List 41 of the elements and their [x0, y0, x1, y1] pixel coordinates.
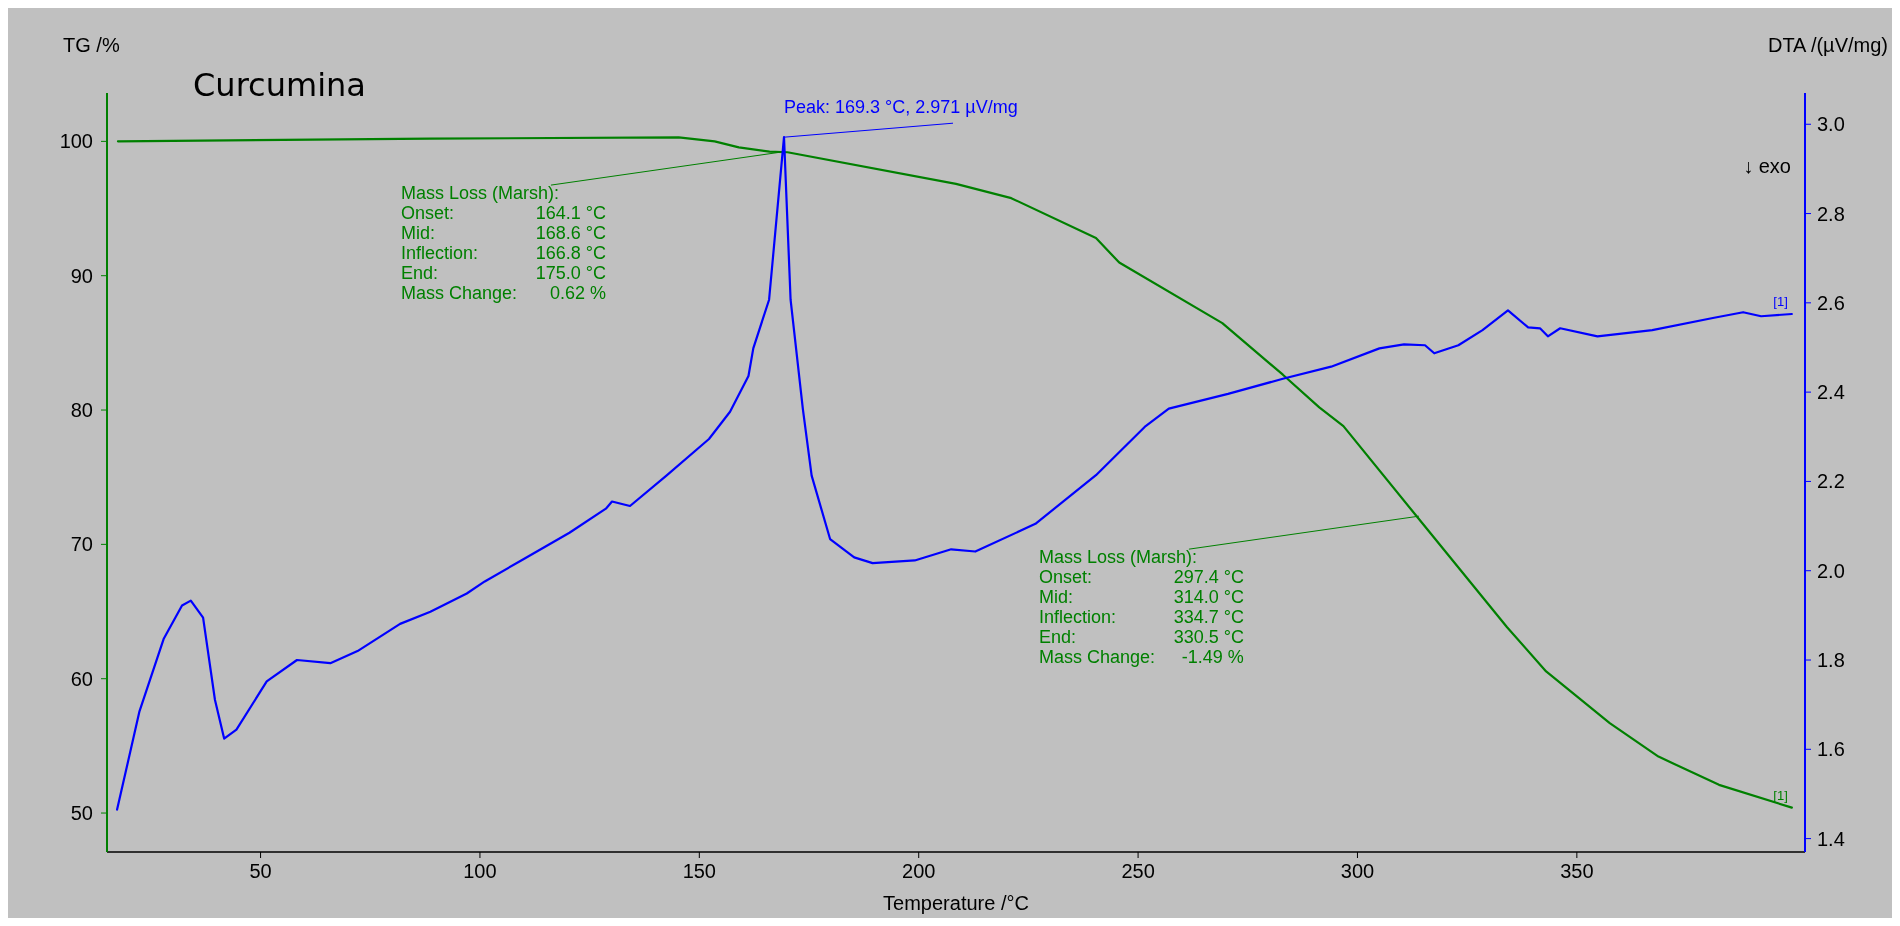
- y2-axis-title: DTA /(µV/mg): [1767, 34, 1888, 56]
- series-label: [1]: [1773, 294, 1788, 309]
- y2-tick-label: 3.0: [1817, 113, 1845, 136]
- y-tick-label: 50: [70, 802, 93, 825]
- annotation: Mass Loss (Marsh):: [400, 183, 559, 204]
- x-tick-label: 150: [682, 860, 717, 882]
- annotation: Peak: 169.3 °C, 2.971 µV/mg: [784, 97, 1018, 118]
- y-tick-label: 80: [70, 399, 93, 422]
- text: End: 330.5 °C: [1038, 627, 1244, 648]
- text: Mass Change: 0.62 %: [400, 283, 606, 304]
- x-tick-label: 200: [902, 860, 936, 882]
- y-tick-label: 70: [70, 533, 93, 556]
- x-tick-label: 50: [249, 860, 272, 882]
- text: Onset: 297.4 °C: [1038, 567, 1244, 588]
- annotation: Mass Loss (Marsh):: [1038, 547, 1197, 568]
- y2-tick-label: 2.2: [1817, 470, 1845, 493]
- y2-tick-label: 2.4: [1817, 381, 1845, 404]
- annotation: ↓ exo: [1743, 155, 1791, 177]
- x-tick-label: 100: [463, 860, 497, 882]
- text: Mid: 314.0 °C: [1038, 587, 1244, 608]
- y-tick-label: 100: [59, 130, 93, 153]
- text: Onset: 164.1 °C: [400, 203, 606, 224]
- y-tick-label: 90: [70, 264, 93, 287]
- text: Inflection: 166.8 °C: [400, 243, 606, 264]
- y2-tick-label: 2.8: [1817, 202, 1845, 225]
- text: Mid: 168.6 °C: [400, 223, 606, 244]
- y-tick-label: 60: [70, 667, 93, 690]
- text: Inflection: 334.7 °C: [1038, 607, 1244, 628]
- y-axis-title: TG /%: [63, 34, 120, 56]
- x-tick-label: 350: [1560, 860, 1594, 882]
- text: End: 175.0 °C: [400, 263, 606, 284]
- x-axis-title: Temperature /°C: [883, 892, 1029, 914]
- y2-tick-label: 1.4: [1817, 827, 1845, 850]
- x-tick-label: 300: [1340, 860, 1375, 882]
- y2-tick-label: 2.6: [1817, 291, 1845, 314]
- x-tick-label: 250: [1121, 860, 1155, 882]
- y2-tick-label: 1.8: [1817, 649, 1845, 672]
- y2-tick-label: 2.0: [1817, 559, 1845, 582]
- chart-title: Curcumina: [193, 66, 366, 104]
- text: Mass Change: -1.49 %: [1038, 647, 1244, 668]
- y2-tick-label: 1.6: [1817, 738, 1845, 761]
